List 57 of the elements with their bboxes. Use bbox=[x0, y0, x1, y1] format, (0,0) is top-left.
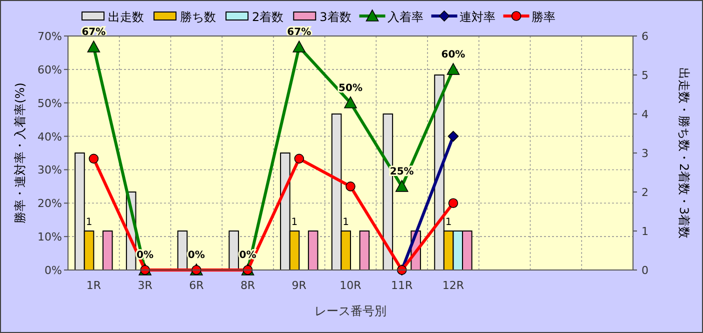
point bbox=[448, 130, 459, 142]
y-tick-label: 70% bbox=[38, 30, 62, 43]
x-tick-label: 12R bbox=[442, 279, 464, 292]
point bbox=[87, 40, 100, 52]
y2-tick-label: 1 bbox=[642, 225, 648, 238]
x-tick-label: 8R bbox=[240, 279, 256, 292]
data-label: 1 bbox=[86, 217, 92, 228]
point bbox=[344, 96, 357, 108]
y-tick-label: 40% bbox=[38, 130, 62, 144]
data-label: 60% bbox=[441, 49, 466, 60]
y-axis-title: 勝率・連対率・入着率(%) bbox=[13, 82, 27, 224]
point bbox=[448, 198, 458, 208]
bar bbox=[102, 230, 113, 270]
y-tick-label: 60% bbox=[38, 63, 62, 76]
x-tick-label: 11R bbox=[391, 279, 414, 292]
point bbox=[292, 40, 306, 52]
legend-label: 2着数 bbox=[252, 10, 284, 24]
y2-tick-label: 4 bbox=[642, 108, 648, 121]
data-label: 1 bbox=[445, 217, 452, 228]
data-label: 67% bbox=[287, 27, 312, 38]
x-tick-label: 6R bbox=[189, 279, 204, 292]
x-tick-label: 3R bbox=[138, 279, 153, 292]
point bbox=[446, 63, 460, 75]
y-tick-label: 0% bbox=[44, 264, 62, 277]
legend-label: 入着率 bbox=[387, 10, 424, 24]
y2-tick-label: 3 bbox=[642, 147, 648, 160]
y-tick-label: 50% bbox=[38, 96, 62, 110]
data-label: 1 bbox=[342, 217, 350, 228]
x-axis-title: レース番号別 bbox=[314, 304, 386, 318]
point bbox=[346, 182, 356, 192]
point bbox=[294, 154, 304, 164]
y-tick-label: 10% bbox=[38, 230, 62, 244]
legend-label: 3着数 bbox=[320, 10, 352, 24]
x-tick-label: 10R bbox=[340, 279, 362, 292]
legend-label: 勝ち数 bbox=[180, 10, 216, 24]
point bbox=[395, 180, 408, 192]
bar bbox=[308, 230, 318, 270]
point bbox=[88, 154, 99, 164]
y-tick-label: 30% bbox=[38, 164, 62, 177]
data-label: 1 bbox=[291, 217, 298, 228]
y2-axis-title: 出走数・勝ち数・2着数・3着数 bbox=[677, 67, 691, 239]
x-tick-label: 9R bbox=[292, 279, 307, 292]
data-label: 0% bbox=[188, 250, 205, 261]
y2-tick-label: 2 bbox=[642, 186, 648, 199]
y2-tick-label: 0 bbox=[642, 264, 648, 277]
legend-label: 連対率 bbox=[459, 10, 496, 24]
legend-label: 勝率 bbox=[531, 10, 556, 24]
y2-tick-label: 6 bbox=[642, 30, 648, 43]
legend-label: 出走数 bbox=[108, 10, 144, 24]
bar bbox=[359, 230, 370, 270]
bar bbox=[177, 230, 188, 270]
data-label: 67% bbox=[82, 27, 106, 38]
bar bbox=[228, 230, 239, 270]
y-tick-label: 20% bbox=[38, 197, 62, 210]
y2-tick-label: 5 bbox=[642, 69, 648, 82]
x-tick-label: 1R bbox=[86, 279, 102, 292]
data-label: 50% bbox=[338, 82, 362, 94]
